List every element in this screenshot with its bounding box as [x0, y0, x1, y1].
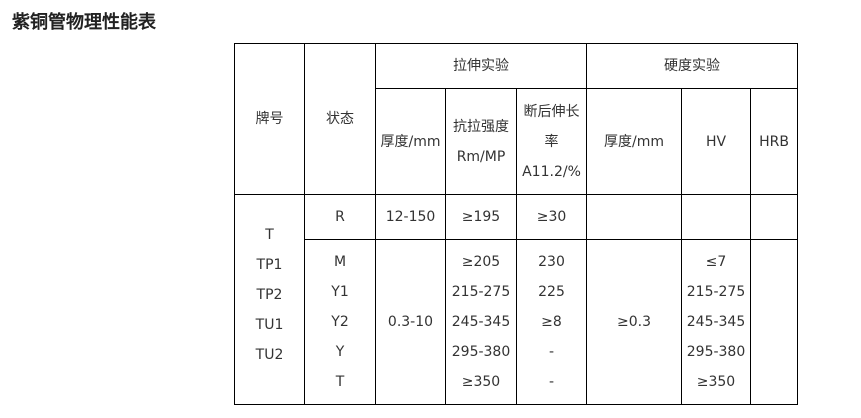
strength: 245-345 — [451, 314, 511, 330]
hv: ≥350 — [696, 374, 736, 390]
elongation: ≥8 — [541, 314, 562, 330]
strength: ≥350 — [461, 374, 501, 390]
hv: 295-380 — [686, 344, 746, 360]
hv-cell — [681, 194, 751, 240]
hv: 215-275 — [686, 284, 746, 300]
header-text: A11.2/% — [522, 163, 581, 180]
table-row: T TP1 TP2 TU1 TU2 R 12-150 ≥195 ≥30 — [234, 194, 798, 405]
elongation-cell: 230 225 ≥8 - - — [516, 239, 587, 405]
state-cell: R — [304, 194, 376, 240]
state-cell: M Y1 Y2 Y T — [304, 239, 376, 405]
strength: 295-380 — [451, 344, 511, 360]
state: T — [335, 374, 345, 390]
hv-cell: ≤7 215-275 245-345 295-380 ≥350 — [681, 239, 751, 405]
hv: ≤7 — [705, 254, 727, 270]
strength-cell: ≥205 215-275 245-345 295-380 ≥350 — [445, 239, 517, 405]
grade: TU1 — [255, 316, 284, 333]
grade-cell: T TP1 TP2 TU1 TU2 — [234, 194, 305, 405]
header-hrb: HRB — [750, 88, 798, 195]
grade: TU2 — [255, 346, 284, 363]
table-row: M Y1 Y2 Y T 0.3-10 ≥205 215-275 245-345 … — [235, 239, 798, 405]
header-hardness-thickness: 厚度/mm — [586, 88, 682, 195]
header-hardness-test: 硬度实验 — [586, 43, 798, 89]
grade: T — [265, 226, 274, 243]
page-title: 紫铜管物理性能表 — [12, 12, 156, 33]
header-tensile-thickness: 厚度/mm — [375, 88, 446, 195]
state: Y2 — [331, 314, 349, 330]
header-text: 率 — [544, 133, 559, 150]
hv: 245-345 — [686, 314, 746, 330]
elongation: 225 — [538, 284, 565, 300]
state: Y1 — [331, 284, 349, 300]
header-tensile-strength: 抗拉强度 Rm/MP — [445, 88, 517, 195]
strength-cell: ≥195 — [445, 194, 517, 240]
hardness-thickness-cell: ≥0.3 — [586, 239, 682, 405]
state: M — [333, 254, 347, 270]
elongation: - — [548, 344, 555, 360]
elongation: 230 — [538, 254, 565, 270]
header-elongation: 断后伸长率 A11.2/% — [516, 88, 587, 195]
header-text: 抗拉强度 — [453, 118, 509, 135]
header-text: 断后伸长 — [523, 103, 580, 120]
hrb-cell — [750, 239, 798, 405]
thickness-cell: 0.3-10 — [375, 239, 446, 405]
header-grade: 牌号 — [234, 43, 305, 195]
elongation: - — [548, 374, 555, 390]
hardness-thickness-cell — [586, 194, 682, 240]
header-tensile-test: 拉伸实验 — [375, 43, 587, 89]
hrb-cell — [750, 194, 798, 240]
header-hv: HV — [681, 88, 751, 195]
thickness-cell: 12-150 — [375, 194, 446, 240]
header-text: Rm/MP — [456, 148, 506, 165]
strength: 215-275 — [451, 284, 511, 300]
strength: ≥205 — [461, 254, 501, 270]
elongation-cell: ≥30 — [516, 194, 587, 240]
grade: TP2 — [256, 286, 283, 303]
header-state: 状态 — [304, 43, 376, 195]
copper-tube-properties-table: 牌号 状态 拉伸实验 硬度实验 厚度/mm 抗拉强度 Rm/MP 断后伸长率 A11… — [234, 43, 798, 405]
state: Y — [335, 344, 345, 360]
grade: TP1 — [256, 256, 283, 273]
